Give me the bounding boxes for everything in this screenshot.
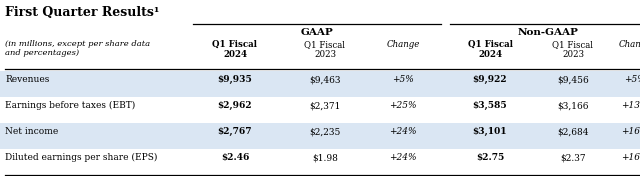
Text: +5%: +5% <box>392 75 414 84</box>
Text: Q1 Fiscal
2023: Q1 Fiscal 2023 <box>305 40 346 59</box>
Text: +16%: +16% <box>621 127 640 136</box>
Text: $2.37: $2.37 <box>560 153 586 162</box>
Text: $9,935: $9,935 <box>218 75 252 84</box>
Text: $2,962: $2,962 <box>218 101 252 110</box>
Text: Q1 Fiscal
2023: Q1 Fiscal 2023 <box>552 40 593 59</box>
Text: $9,922: $9,922 <box>473 75 508 84</box>
Text: Change: Change <box>618 40 640 49</box>
Text: +24%: +24% <box>389 153 417 162</box>
Text: $3,101: $3,101 <box>473 127 508 136</box>
Text: +13%: +13% <box>621 101 640 110</box>
Text: $9,456: $9,456 <box>557 75 589 84</box>
Text: $2,767: $2,767 <box>218 127 252 136</box>
Text: $2,371: $2,371 <box>309 101 340 110</box>
Text: Non-GAAP: Non-GAAP <box>518 28 579 37</box>
Text: $9,463: $9,463 <box>309 75 340 84</box>
Text: Revenues: Revenues <box>5 75 49 84</box>
Text: $3,585: $3,585 <box>473 101 508 110</box>
Text: Change: Change <box>387 40 420 49</box>
Text: +24%: +24% <box>389 127 417 136</box>
Text: +5%: +5% <box>624 75 640 84</box>
Text: Earnings before taxes (EBT): Earnings before taxes (EBT) <box>5 101 135 110</box>
Text: $2,235: $2,235 <box>309 127 340 136</box>
Text: +25%: +25% <box>389 101 417 110</box>
Text: $2.75: $2.75 <box>476 153 504 162</box>
Bar <box>0 123 640 149</box>
Text: Q1 Fiscal
2024: Q1 Fiscal 2024 <box>212 40 257 59</box>
Text: First Quarter Results¹: First Quarter Results¹ <box>5 6 159 19</box>
Text: (in millions, except per share data
and percentages): (in millions, except per share data and … <box>5 40 150 57</box>
Text: Q1 Fiscal
2024: Q1 Fiscal 2024 <box>467 40 513 59</box>
Text: $1.98: $1.98 <box>312 153 338 162</box>
Text: $2,684: $2,684 <box>557 127 589 136</box>
Text: GAAP: GAAP <box>301 28 333 37</box>
Text: +16%: +16% <box>621 153 640 162</box>
Text: $3,166: $3,166 <box>557 101 589 110</box>
Text: Diluted earnings per share (EPS): Diluted earnings per share (EPS) <box>5 153 157 162</box>
Text: Net income: Net income <box>5 127 58 136</box>
Bar <box>0 71 640 97</box>
Text: $2.46: $2.46 <box>221 153 249 162</box>
